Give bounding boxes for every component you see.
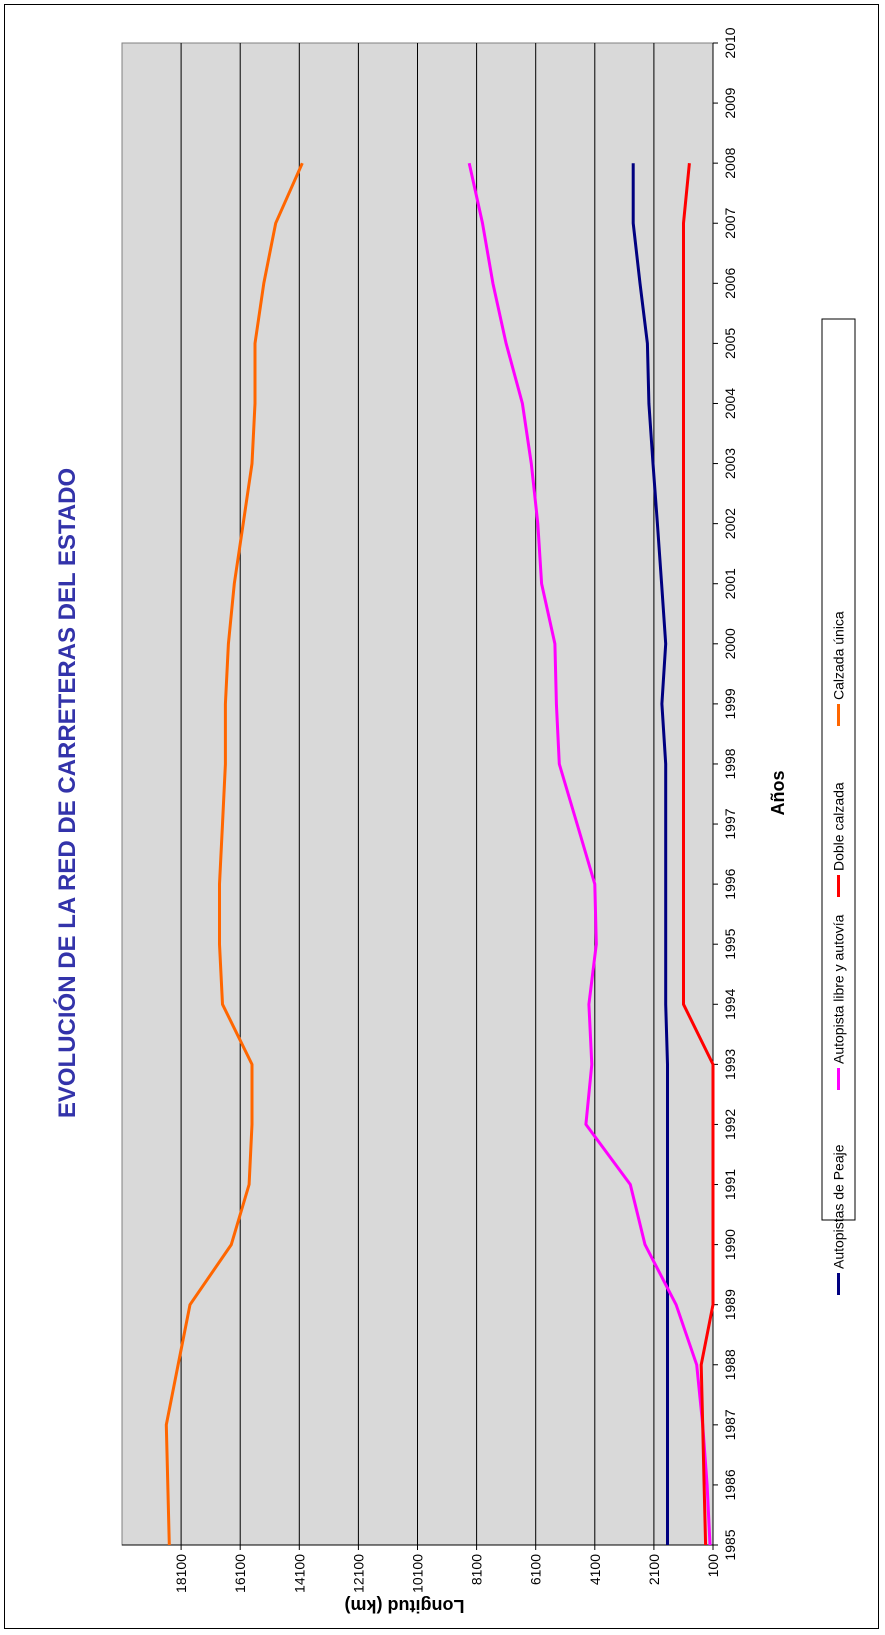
x-tick-label: 2003 — [722, 448, 738, 479]
x-tick-label: 2009 — [722, 87, 738, 118]
x-tick-label: 1992 — [722, 1109, 738, 1140]
legend-label: Autopistas de Peaje — [831, 1144, 847, 1269]
x-tick-label: 1999 — [722, 688, 738, 719]
x-tick-label: 1997 — [722, 808, 738, 839]
legend-label: Autopista libre y autovía — [831, 914, 847, 1064]
x-tick-label: 1994 — [722, 988, 738, 1019]
y-tick-label: 18100 — [173, 1554, 189, 1593]
series-line — [164, 162, 304, 1546]
legend-label: Calzada única — [831, 611, 847, 700]
y-axis-title: Longitud (km) — [345, 1596, 465, 1616]
x-tick-label: 2001 — [722, 568, 738, 599]
series-line — [631, 163, 669, 1545]
y-tick-label: 2100 — [646, 1554, 662, 1585]
series-lines — [164, 162, 715, 1546]
x-tick-label: 2002 — [722, 508, 738, 539]
y-tick-label: 12100 — [350, 1554, 366, 1593]
x-tick-label: 1985 — [722, 1529, 738, 1560]
x-tick-label: 2006 — [722, 268, 738, 299]
x-tick-label: 2000 — [722, 628, 738, 659]
y-tick-label: 4100 — [587, 1554, 603, 1585]
legend-label: Doble calzada — [831, 782, 847, 871]
x-tick-label: 1989 — [722, 1289, 738, 1320]
x-tick-label: 1998 — [722, 748, 738, 779]
y-tick-label: 14100 — [291, 1554, 307, 1593]
chart-frame — [4, 4, 879, 1629]
x-tick-label: 2008 — [722, 147, 738, 178]
y-axis-ticks: 100 2100 4100 6100 8100 10100 12100 14100 16100 1… — [173, 1545, 721, 1593]
x-tick-label: 2007 — [722, 207, 738, 238]
x-tick-label: 1987 — [722, 1409, 738, 1440]
x-tick-label: 1993 — [722, 1049, 738, 1080]
y-tick-label: 100 — [705, 1554, 721, 1578]
x-tick-label: 2010 — [722, 27, 738, 58]
y-tick-label: 16100 — [232, 1554, 248, 1593]
grid-lines — [180, 43, 655, 1545]
x-tick-label: 2005 — [722, 328, 738, 359]
x-tick-label: 1988 — [722, 1349, 738, 1380]
x-axis-title: Años — [768, 771, 788, 816]
y-tick-label: 6100 — [528, 1554, 544, 1585]
x-tick-label: 2004 — [722, 388, 738, 419]
x-tick-label: 1995 — [722, 928, 738, 959]
x-tick-label: 1986 — [722, 1469, 738, 1500]
legend-box — [821, 318, 856, 1221]
series-line — [682, 163, 715, 1546]
y-tick-label: 10100 — [410, 1554, 426, 1593]
x-tick-label: 1991 — [722, 1169, 738, 1200]
legend: Autopistas de Peaje Autopista libre y aut… — [821, 318, 856, 1295]
x-axis-ticks: 1985 1986 1987 1988 1989 1990 1991 1992 1993 1994… — [713, 27, 738, 1561]
y-tick-label: 8100 — [469, 1554, 485, 1585]
series-line — [467, 162, 712, 1546]
chart-title: EVOLUCIÓN DE LA RED DE CARRETERAS DEL ES… — [53, 468, 81, 1118]
x-tick-label: 1990 — [722, 1229, 738, 1260]
x-tick-label: 1996 — [722, 868, 738, 899]
